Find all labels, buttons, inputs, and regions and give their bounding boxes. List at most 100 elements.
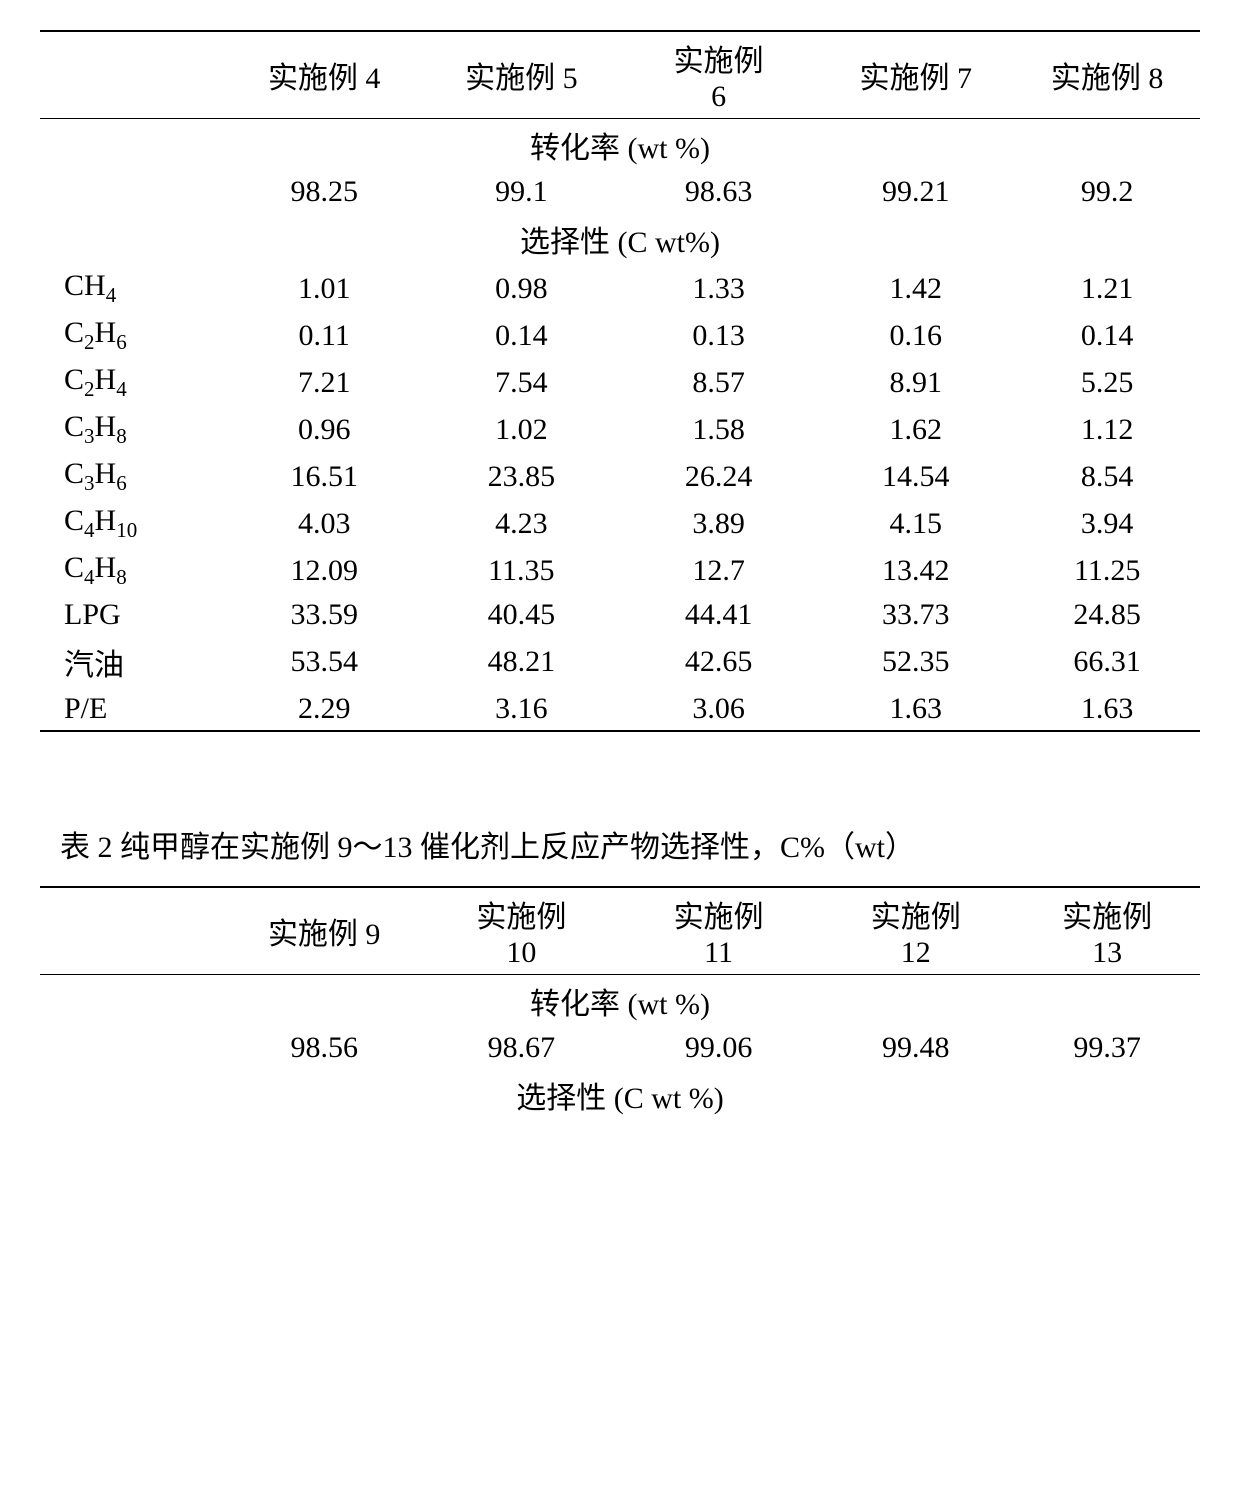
data-cell: 98.25	[226, 171, 423, 213]
row-label: C2H6	[40, 312, 226, 359]
header-cell: 实施例 4	[226, 31, 423, 119]
data-cell: 4.15	[817, 500, 1014, 547]
data-cell: 11.35	[423, 547, 620, 594]
data-cell: 98.63	[620, 171, 817, 213]
row-label: C3H6	[40, 453, 226, 500]
data-cell: 53.54	[226, 636, 423, 688]
data-cell: 1.42	[817, 265, 1014, 312]
table-row: C4H812.0911.3512.713.4211.25	[40, 547, 1200, 594]
data-cell: 1.01	[226, 265, 423, 312]
data-cell: 3.94	[1014, 500, 1200, 547]
section-label-conversion: 转化率 (wt %)	[40, 975, 1200, 1028]
data-cell: 0.16	[817, 312, 1014, 359]
data-cell: 1.21	[1014, 265, 1200, 312]
data-cell: 12.7	[620, 547, 817, 594]
table-row: 选择性 (C wt%)	[40, 213, 1200, 265]
data-cell: 42.65	[620, 636, 817, 688]
data-cell: 2.29	[226, 688, 423, 731]
data-cell: 52.35	[817, 636, 1014, 688]
section-label-selectivity: 选择性 (C wt%)	[40, 213, 1200, 265]
data-cell: 14.54	[817, 453, 1014, 500]
data-cell: 99.06	[620, 1027, 817, 1069]
data-cell: 1.02	[423, 406, 620, 453]
header-cell: 实施例 9	[226, 887, 423, 975]
data-cell: 3.16	[423, 688, 620, 731]
row-label: C4H10	[40, 500, 226, 547]
row-label: C4H8	[40, 547, 226, 594]
data-cell: 98.67	[423, 1027, 620, 1069]
row-label: C2H4	[40, 359, 226, 406]
row-label: C3H8	[40, 406, 226, 453]
data-cell: 1.62	[817, 406, 1014, 453]
data-cell: 0.13	[620, 312, 817, 359]
header-cell: 实施例11	[620, 887, 817, 975]
header-cell: 实施例12	[817, 887, 1014, 975]
data-cell: 8.57	[620, 359, 817, 406]
section-label-selectivity: 选择性 (C wt %)	[40, 1069, 1200, 1121]
data-cell: 24.85	[1014, 594, 1200, 636]
table-row: 汽油53.5448.2142.6552.3566.31	[40, 636, 1200, 688]
data-cell: 23.85	[423, 453, 620, 500]
data-cell: 99.21	[817, 171, 1014, 213]
data-cell: 1.12	[1014, 406, 1200, 453]
table-row: 98.56 98.67 99.06 99.48 99.37	[40, 1027, 1200, 1069]
table-2: 实施例 9 实施例10 实施例11 实施例12 实施例13 转化率 (wt %)…	[40, 886, 1200, 1121]
data-cell: 8.54	[1014, 453, 1200, 500]
data-cell: 33.73	[817, 594, 1014, 636]
data-cell: 1.33	[620, 265, 817, 312]
data-cell: 7.54	[423, 359, 620, 406]
data-cell: 33.59	[226, 594, 423, 636]
data-cell: 0.14	[423, 312, 620, 359]
data-cell: 99.2	[1014, 171, 1200, 213]
data-cell: 12.09	[226, 547, 423, 594]
header-cell: 实施例13	[1014, 887, 1200, 975]
data-cell	[40, 171, 226, 213]
data-cell: 16.51	[226, 453, 423, 500]
row-label: CH4	[40, 265, 226, 312]
data-cell: 99.37	[1014, 1027, 1200, 1069]
data-cell	[40, 1027, 226, 1069]
table-row: P/E2.293.163.061.631.63	[40, 688, 1200, 731]
data-cell: 3.89	[620, 500, 817, 547]
table-row: 转化率 (wt %)	[40, 119, 1200, 172]
table-row: C3H80.961.021.581.621.12	[40, 406, 1200, 453]
table-row: C2H60.110.140.130.160.14	[40, 312, 1200, 359]
row-label: P/E	[40, 688, 226, 731]
data-cell: 3.06	[620, 688, 817, 731]
row-label: LPG	[40, 594, 226, 636]
data-cell: 4.03	[226, 500, 423, 547]
header-cell: 实施例10	[423, 887, 620, 975]
table-row: 实施例 9 实施例10 实施例11 实施例12 实施例13	[40, 887, 1200, 975]
header-cell: 实施例 8	[1014, 31, 1200, 119]
data-cell: 66.31	[1014, 636, 1200, 688]
header-cell	[40, 31, 226, 119]
table-row: 转化率 (wt %)	[40, 975, 1200, 1028]
data-cell: 4.23	[423, 500, 620, 547]
data-cell: 0.14	[1014, 312, 1200, 359]
data-cell: 13.42	[817, 547, 1014, 594]
header-cell: 实施例 7	[817, 31, 1014, 119]
data-cell: 11.25	[1014, 547, 1200, 594]
data-cell: 99.1	[423, 171, 620, 213]
data-cell: 98.56	[226, 1027, 423, 1069]
row-label: 汽油	[40, 636, 226, 688]
table-row: 实施例 4 实施例 5 实施例6 实施例 7 实施例 8	[40, 31, 1200, 119]
section-label-conversion: 转化率 (wt %)	[40, 119, 1200, 172]
table-row: C4H104.034.233.894.153.94	[40, 500, 1200, 547]
data-cell: 26.24	[620, 453, 817, 500]
data-cell: 99.48	[817, 1027, 1014, 1069]
table-row: 选择性 (C wt %)	[40, 1069, 1200, 1121]
table-row: C3H616.5123.8526.2414.548.54	[40, 453, 1200, 500]
data-cell: 1.63	[1014, 688, 1200, 731]
table-row: C2H47.217.548.578.915.25	[40, 359, 1200, 406]
data-cell: 1.63	[817, 688, 1014, 731]
data-cell: 0.96	[226, 406, 423, 453]
data-cell: 7.21	[226, 359, 423, 406]
table-row: LPG33.5940.4544.4133.7324.85	[40, 594, 1200, 636]
data-cell: 0.11	[226, 312, 423, 359]
data-cell: 48.21	[423, 636, 620, 688]
header-cell: 实施例6	[620, 31, 817, 119]
data-cell: 5.25	[1014, 359, 1200, 406]
data-cell: 44.41	[620, 594, 817, 636]
header-cell: 实施例 5	[423, 31, 620, 119]
